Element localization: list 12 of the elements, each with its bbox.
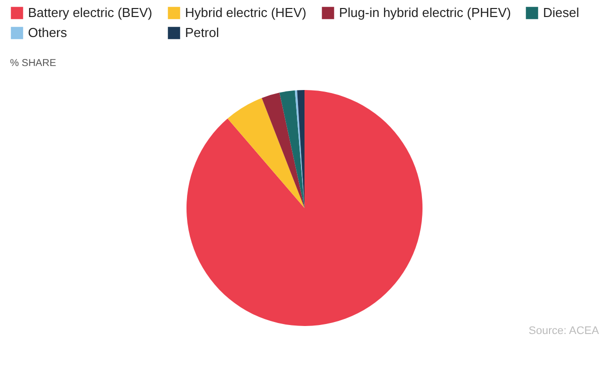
legend-label: Hybrid electric (HEV) <box>185 5 306 20</box>
text: % SHARE <box>10 58 56 69</box>
pie-slice <box>186 90 422 326</box>
pie-slice <box>262 92 304 208</box>
legend-label: Plug-in hybrid electric (PHEV) <box>339 5 511 20</box>
legend-label: Others <box>28 25 68 40</box>
pie-slice <box>279 90 304 208</box>
pie-slice <box>228 98 304 208</box>
legend-label: Battery electric (BEV) <box>28 5 152 20</box>
legend-label: Petrol <box>185 25 220 40</box>
source-note: Source: ACEA <box>528 325 600 337</box>
legend-label: Diesel <box>543 5 580 20</box>
